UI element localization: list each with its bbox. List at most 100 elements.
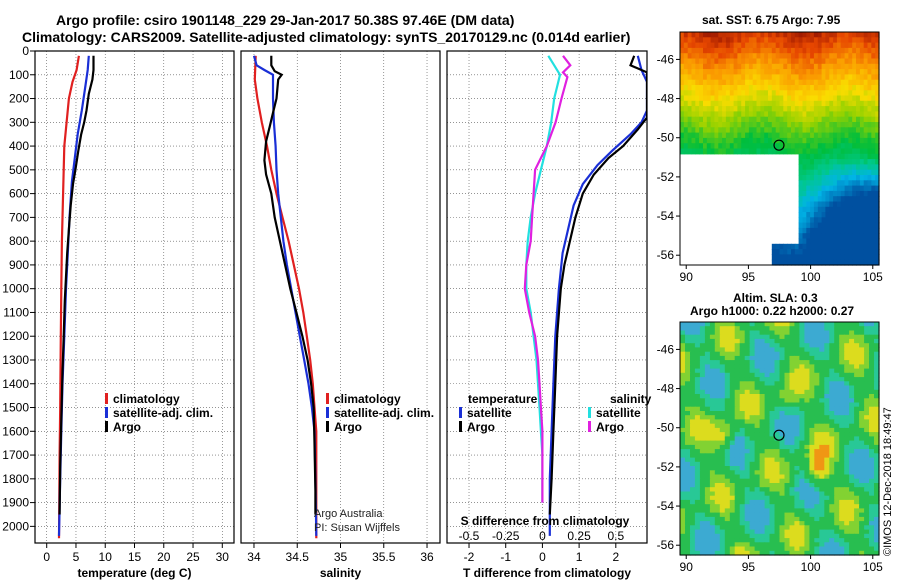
map-cell <box>759 538 766 543</box>
map-cell <box>829 444 835 450</box>
map-cell <box>810 37 815 44</box>
map-cell <box>779 249 784 255</box>
map-cell <box>741 47 746 54</box>
map-cell <box>775 53 781 60</box>
map-cell <box>798 238 803 245</box>
map-cell <box>813 169 819 176</box>
map-cell <box>680 542 686 548</box>
map-cell <box>779 427 786 433</box>
map-cell <box>802 217 807 224</box>
map-cell <box>769 411 776 416</box>
map-cell <box>724 461 731 467</box>
map-cell <box>749 334 756 340</box>
map-cell <box>839 499 845 505</box>
map-cell <box>813 127 819 134</box>
map-cell <box>704 326 711 331</box>
map-cell <box>714 132 719 139</box>
map-cell <box>825 164 830 171</box>
map-cell <box>874 385 880 391</box>
map-cell <box>760 69 765 75</box>
map-cell <box>791 42 796 49</box>
map-cell <box>859 444 865 450</box>
map-cell <box>714 47 719 54</box>
map-cell <box>802 42 807 49</box>
map-cell <box>848 79 853 86</box>
map-cell <box>685 432 691 437</box>
map-cell <box>817 37 823 44</box>
map-cell <box>719 512 726 518</box>
map-cell <box>680 487 686 492</box>
plot-frame <box>446 50 648 544</box>
map-cell <box>814 343 820 348</box>
map-cell <box>749 377 756 382</box>
map-cell <box>699 440 706 446</box>
map-cell <box>829 127 834 134</box>
map-cell <box>852 42 857 49</box>
map-cell <box>794 127 800 134</box>
map-cell <box>874 546 880 552</box>
map-cell <box>833 190 838 197</box>
map-cell <box>794 372 800 378</box>
map-cell <box>719 372 726 378</box>
map-cell <box>690 521 696 526</box>
map-cell <box>794 243 800 250</box>
map-cell <box>704 504 711 509</box>
map-cell <box>704 381 711 387</box>
map-cell <box>699 32 704 38</box>
map-cell <box>760 42 765 49</box>
map-cell <box>714 100 719 107</box>
map-cell <box>741 137 746 144</box>
map-cell <box>829 79 834 86</box>
map-cell <box>844 457 850 463</box>
map-cell <box>694 419 701 425</box>
map-cell <box>844 449 850 454</box>
map-cell <box>863 137 869 144</box>
map-cell <box>764 449 771 454</box>
map-cell <box>749 542 756 548</box>
map-cell <box>824 440 830 446</box>
map-cell <box>703 143 708 150</box>
map-cell <box>864 364 870 370</box>
map-cell <box>787 116 792 123</box>
map-cell <box>704 360 711 365</box>
map-cell <box>709 385 716 391</box>
map-cell <box>798 47 803 54</box>
map-cell <box>824 525 830 531</box>
map-cell <box>804 368 810 374</box>
map-cell <box>769 453 776 459</box>
map-cell <box>764 411 771 416</box>
map-cell <box>709 411 716 416</box>
map-cell <box>864 338 870 344</box>
map-cell <box>764 79 769 86</box>
map-cell <box>867 201 872 208</box>
map-cell <box>787 249 792 255</box>
map-cell <box>734 415 741 420</box>
map-cell <box>798 254 803 261</box>
map-cell <box>844 508 850 514</box>
map-cell <box>744 398 751 404</box>
map-cell <box>704 457 711 463</box>
map-cell <box>699 525 706 531</box>
map-cell <box>813 100 819 107</box>
map-cell <box>687 58 693 65</box>
map-cell <box>824 474 830 480</box>
map-cell <box>859 521 865 526</box>
map-cell <box>710 90 715 97</box>
map-cell <box>856 196 861 203</box>
map-cell <box>798 63 803 70</box>
map-cell <box>734 411 741 416</box>
series-line-argo <box>263 55 317 515</box>
map-cell <box>754 483 761 488</box>
map-cell <box>704 411 711 416</box>
map-cell <box>867 259 872 266</box>
map-cell <box>829 453 835 459</box>
map-cell <box>859 180 865 187</box>
map-cell <box>859 196 865 203</box>
map-cell <box>869 377 875 382</box>
map-cell <box>839 351 845 357</box>
map-cell <box>680 394 686 399</box>
map-cell <box>859 212 865 218</box>
map-cell <box>694 326 701 331</box>
map-cell <box>739 550 746 556</box>
map-cell <box>819 432 825 437</box>
